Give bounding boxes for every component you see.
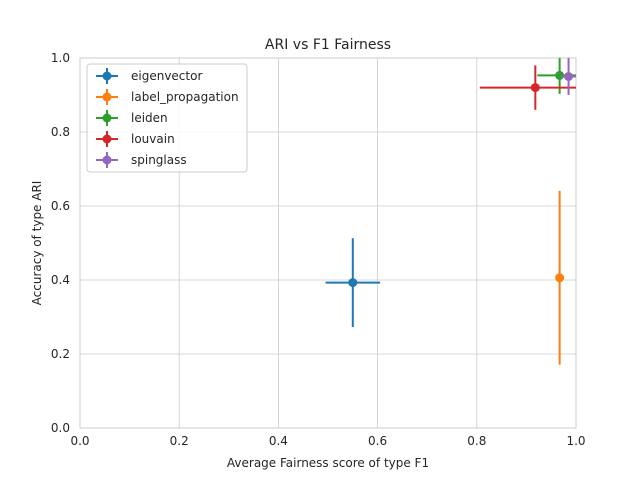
series-label_propagation bbox=[555, 190, 565, 365]
x-tick-label: 0.0 bbox=[70, 434, 89, 448]
plot-frame bbox=[79, 57, 577, 429]
x-tick-label: 1.0 bbox=[566, 434, 585, 448]
legend-label: louvain bbox=[131, 132, 175, 146]
legend-entry-louvain: louvain bbox=[96, 131, 175, 147]
series-spinglass bbox=[561, 58, 576, 95]
legend-entry-label_propagation: label_propagation bbox=[96, 89, 239, 105]
legend-marker bbox=[102, 134, 112, 144]
legend-label: eigenvector bbox=[131, 69, 202, 83]
legend-entry-eigenvector: eigenvector bbox=[96, 68, 202, 84]
y-tick-label: 0.0 bbox=[51, 421, 70, 435]
legend-marker bbox=[102, 155, 112, 165]
legend-entry-leiden: leiden bbox=[96, 110, 168, 126]
data-point-label_propagation bbox=[555, 273, 565, 283]
legend-marker bbox=[102, 71, 112, 81]
y-tick-label: 0.8 bbox=[51, 125, 70, 139]
legend-marker bbox=[102, 92, 112, 102]
data-point-eigenvector bbox=[348, 278, 358, 288]
legend-entry-spinglass: spinglass bbox=[96, 152, 187, 168]
y-axis-ticks: 0.0 0.2 0.4 0.6 0.8 1.0 bbox=[51, 51, 70, 435]
y-axis-label: Accuracy of type ARI bbox=[30, 181, 44, 306]
x-tick-label: 0.6 bbox=[368, 434, 387, 448]
data-point-louvain bbox=[530, 83, 540, 93]
y-tick-label: 0.2 bbox=[51, 347, 70, 361]
y-tick-label: 1.0 bbox=[51, 51, 70, 65]
legend-label: label_propagation bbox=[131, 90, 239, 104]
legend-frame bbox=[86, 63, 248, 173]
x-tick-label: 0.2 bbox=[170, 434, 189, 448]
y-tick-label: 0.4 bbox=[51, 273, 70, 287]
data-point-spinglass bbox=[564, 72, 574, 81]
chart-title: ARI vs F1 Fairness bbox=[265, 37, 391, 53]
x-axis-label: Average Fairness score of type F1 bbox=[227, 456, 429, 470]
plot-border bbox=[79, 57, 577, 429]
x-tick-label: 0.4 bbox=[269, 434, 288, 448]
x-axis-ticks: 0.0 0.2 0.4 0.6 0.8 1.0 bbox=[70, 434, 585, 448]
y-tick-label: 0.6 bbox=[51, 199, 70, 213]
clipped-marks bbox=[325, 58, 576, 365]
legend-label: leiden bbox=[131, 111, 168, 125]
legend-label: spinglass bbox=[131, 153, 187, 167]
legend-marker bbox=[102, 113, 112, 123]
x-tick-label: 0.8 bbox=[467, 434, 486, 448]
data-marks bbox=[325, 58, 576, 365]
data-point-leiden bbox=[555, 70, 565, 80]
series-eigenvector bbox=[325, 238, 381, 327]
series-louvain bbox=[479, 65, 576, 110]
